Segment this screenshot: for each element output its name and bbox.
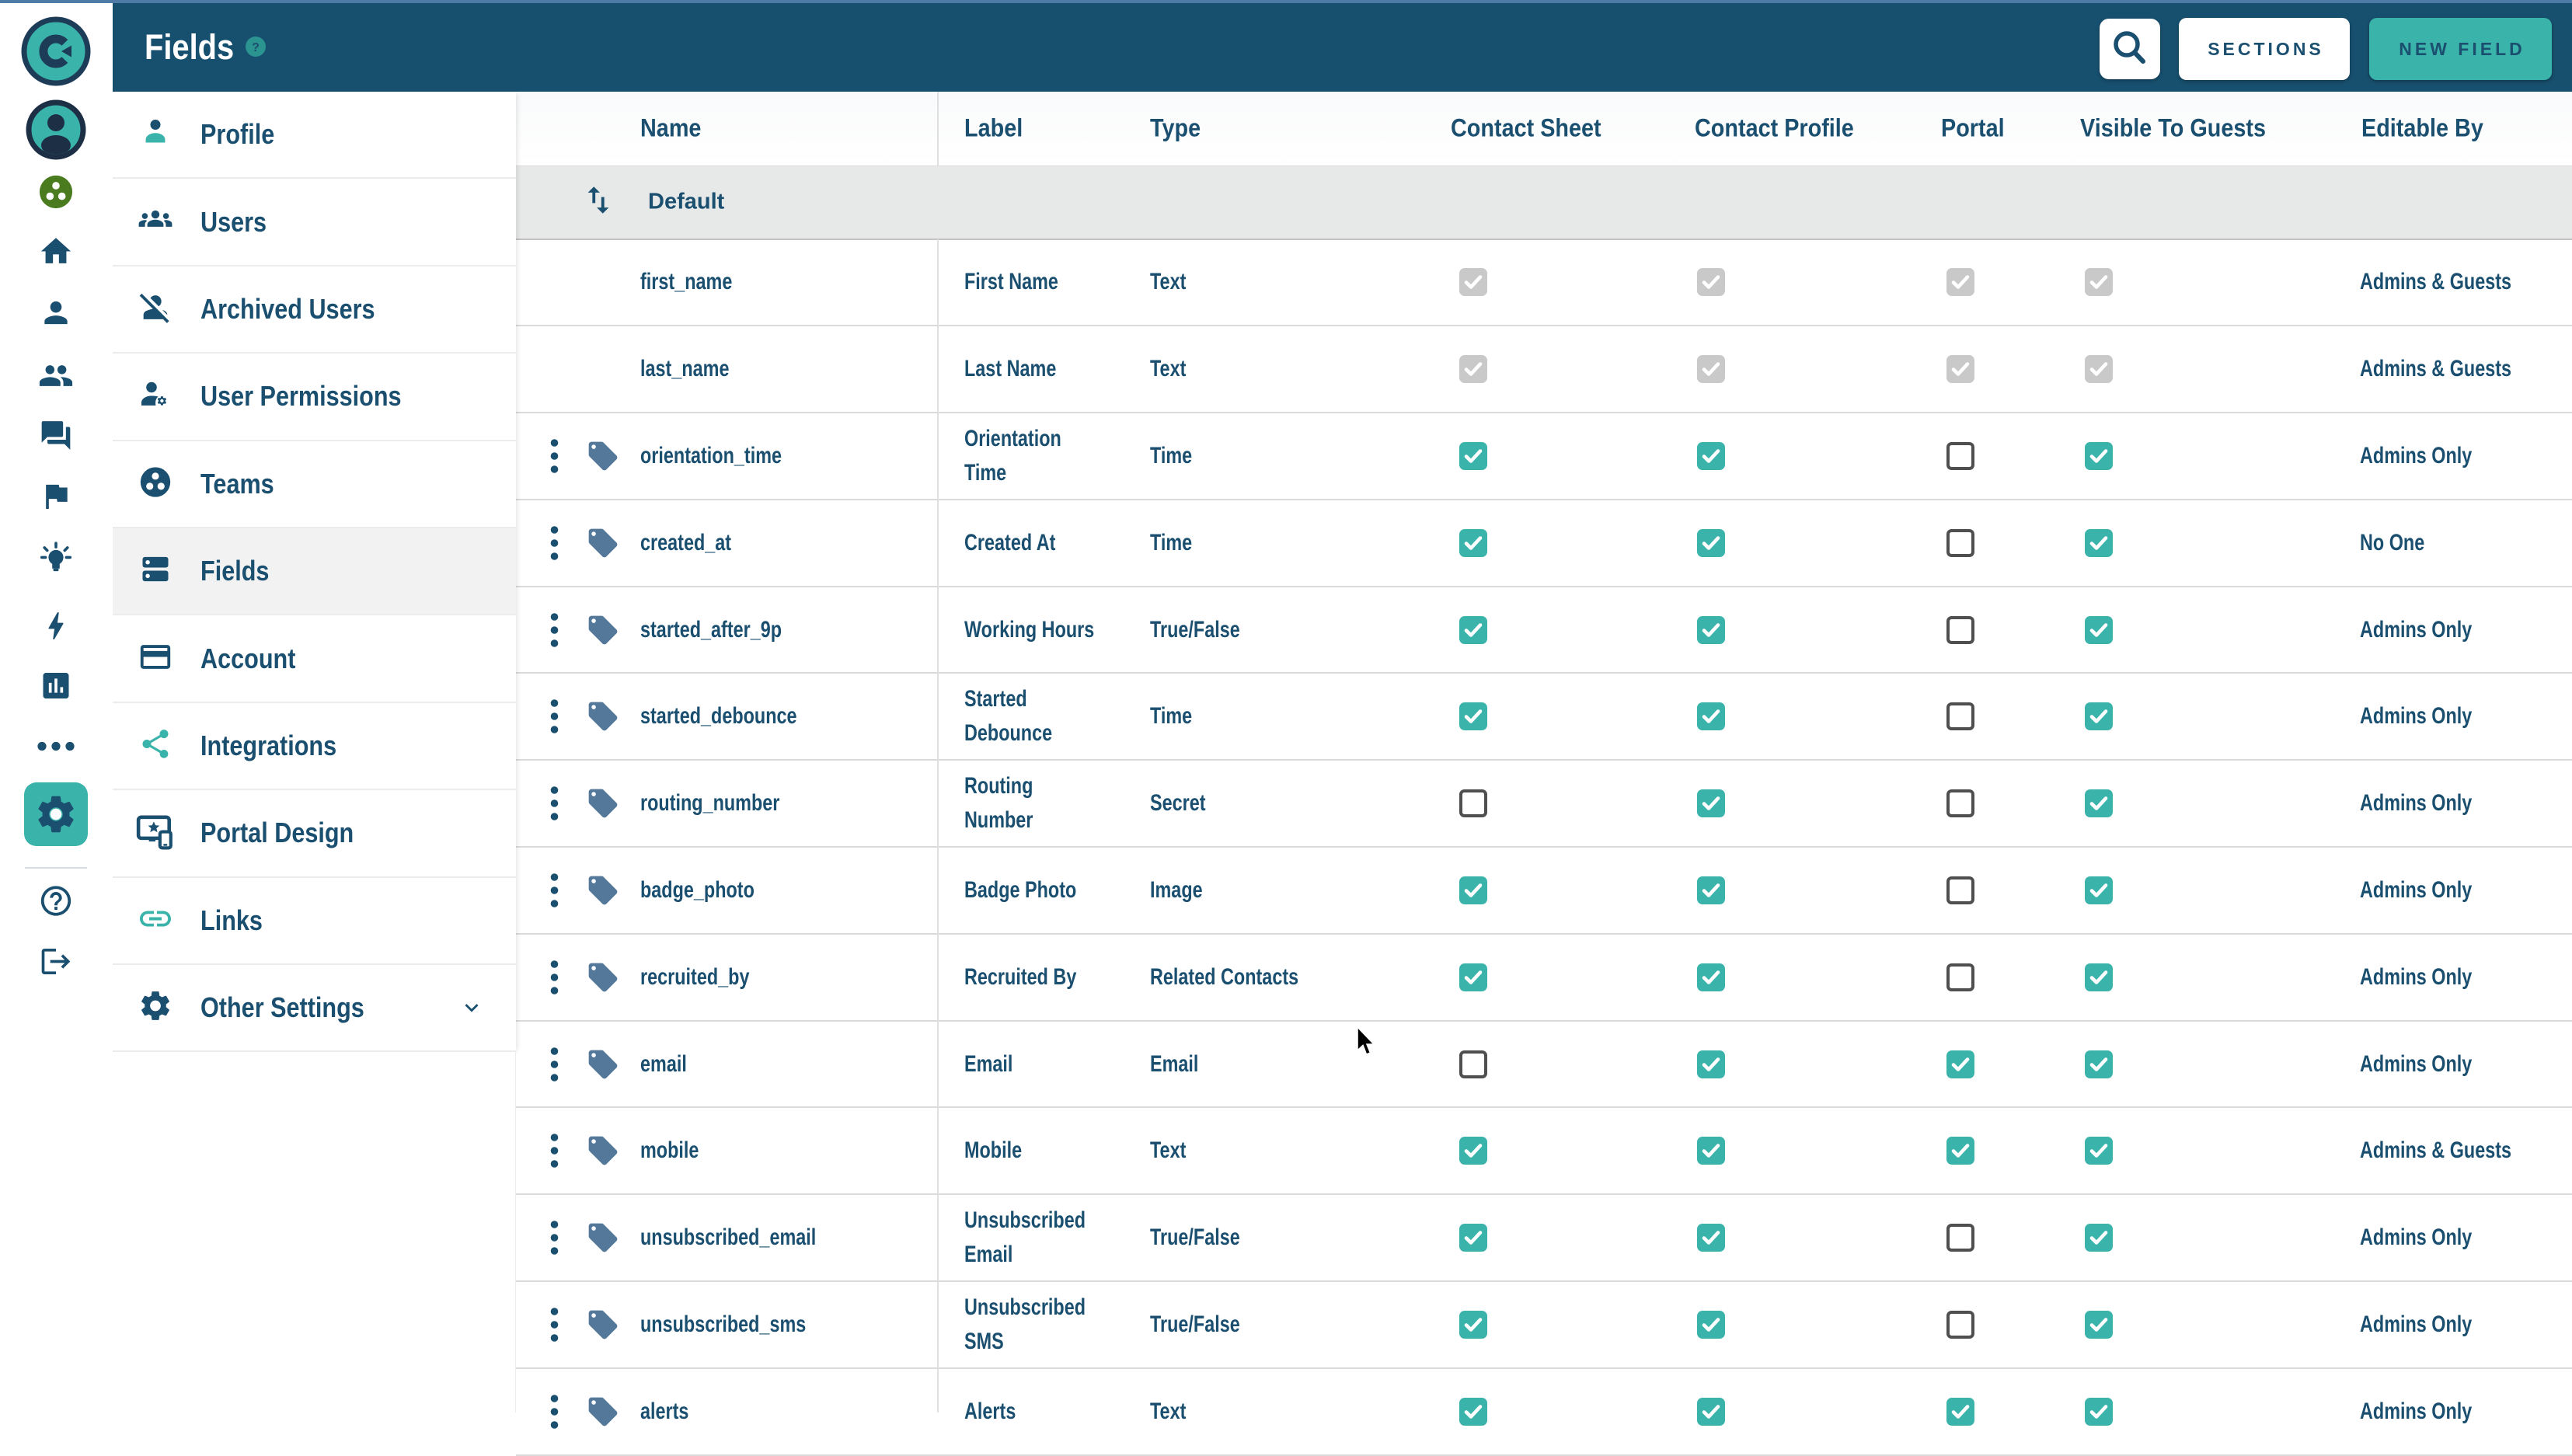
svg-text:?: ? [252,41,260,54]
